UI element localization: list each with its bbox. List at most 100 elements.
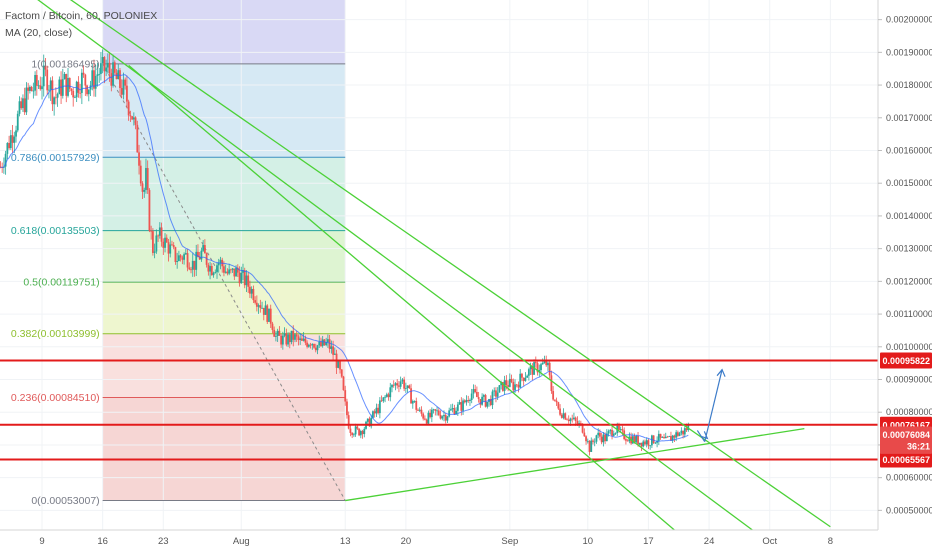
- candle-body: [339, 361, 341, 370]
- candle-body: [446, 416, 449, 421]
- candle-body: [191, 260, 194, 270]
- candle-body: [555, 400, 558, 403]
- candle-body: [200, 250, 203, 260]
- time-axis-ticks: 9 16 23 Aug 13 20 Sep 10 17 24 Oct 8: [39, 536, 833, 547]
- candle-body: [663, 437, 665, 439]
- candle-body: [77, 81, 80, 93]
- candle-body: [249, 286, 251, 294]
- candle-body: [212, 272, 215, 276]
- candle-body: [68, 77, 71, 89]
- fib-label-0.382: 0.382(0.00103999): [11, 328, 100, 340]
- fib-zone-0.382: [102, 282, 346, 334]
- candle-body: [417, 409, 419, 411]
- candle-body: [510, 378, 513, 382]
- candle-body: [346, 401, 348, 416]
- candle-body: [496, 392, 499, 397]
- candle-body: [231, 268, 234, 270]
- candle-body: [288, 334, 291, 343]
- candle-body: [517, 384, 520, 388]
- candle-body: [113, 62, 116, 73]
- candle-body: [134, 117, 137, 125]
- y-tick-label: 0.00100000: [886, 342, 932, 352]
- candle-body: [552, 391, 555, 400]
- candle-body: [593, 441, 596, 443]
- candle-body: [105, 67, 108, 72]
- candle-body: [569, 418, 572, 422]
- candle-body: [333, 353, 336, 355]
- candle-body: [13, 136, 16, 143]
- candle-body: [301, 338, 303, 341]
- candle-body: [602, 434, 605, 443]
- level-tag-0-label: 0.00095822: [882, 356, 930, 366]
- candle-body: [595, 435, 598, 442]
- candle-body: [430, 409, 433, 418]
- candle-body: [162, 241, 165, 248]
- candle-body: [188, 267, 191, 270]
- candle-body: [507, 385, 509, 387]
- candle-body: [297, 336, 300, 340]
- candle-body: [53, 97, 56, 105]
- projection-arrow: [696, 368, 726, 442]
- x-tick-label: 20: [401, 536, 412, 547]
- candle-body: [314, 347, 317, 351]
- arrow-back-leg: [696, 430, 706, 442]
- fib-zone-0.618: [102, 157, 346, 231]
- candle-body: [243, 270, 246, 286]
- candle-body: [605, 433, 608, 442]
- candle-body: [176, 260, 179, 262]
- candle-body: [216, 265, 218, 273]
- candle-body: [649, 445, 652, 447]
- candle-body: [399, 381, 402, 387]
- candle-body: [363, 428, 366, 435]
- candle-body: [202, 245, 205, 251]
- candle-body: [141, 183, 144, 192]
- fib-labels: 1(0.00186495) 0.786(0.00157929) 0.618(0.00…: [11, 58, 100, 507]
- candle-body: [425, 419, 428, 424]
- time-axis-bg[interactable]: [0, 530, 932, 550]
- price-tag-1-bg: [880, 437, 932, 454]
- candle-body: [226, 271, 229, 274]
- candle-body: [682, 430, 684, 435]
- candle-body: [460, 402, 463, 411]
- candle-body: [197, 251, 199, 258]
- candle-body: [465, 400, 468, 403]
- candle-body: [486, 401, 489, 407]
- candle-body: [106, 62, 109, 68]
- x-tick-label: 23: [158, 536, 169, 547]
- candle-body: [269, 308, 272, 324]
- candle-body: [302, 338, 305, 341]
- candle-body: [422, 413, 425, 419]
- candle-body: [571, 418, 574, 420]
- candle-body: [661, 437, 664, 438]
- candle-body: [126, 85, 128, 102]
- candle-body: [685, 428, 688, 431]
- candle-body: [670, 436, 672, 441]
- candle-body: [86, 85, 88, 95]
- candle-body: [631, 436, 634, 444]
- candle-body: [600, 436, 603, 443]
- candle-body: [614, 432, 617, 434]
- candle-body: [373, 411, 376, 414]
- candle-body: [285, 333, 288, 345]
- candle-body: [172, 245, 175, 248]
- candle-body: [378, 400, 381, 414]
- candle-body: [139, 165, 142, 184]
- candle-body: [186, 253, 189, 268]
- candle-body: [61, 79, 64, 96]
- level-tag-1-label: 0.00076167: [882, 420, 930, 430]
- candle-body: [28, 86, 31, 91]
- fib-zone-0: [102, 397, 346, 501]
- candle-body: [527, 369, 530, 376]
- candle-body: [654, 442, 657, 444]
- candle-body: [203, 245, 206, 254]
- candle-body: [666, 436, 669, 438]
- candle-body: [306, 342, 309, 347]
- candle-body: [396, 383, 399, 386]
- candle-body: [158, 227, 161, 236]
- candle-body: [318, 341, 321, 346]
- fib-zone-top: [102, 0, 346, 64]
- candle-body: [444, 415, 447, 421]
- candle-body: [257, 305, 260, 307]
